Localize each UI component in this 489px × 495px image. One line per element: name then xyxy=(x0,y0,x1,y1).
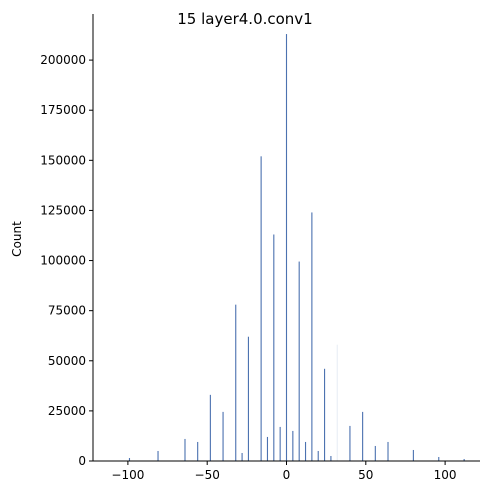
histogram-bar xyxy=(317,450,319,461)
histogram-bar xyxy=(184,438,186,461)
histogram-bar xyxy=(336,344,338,461)
y-tick-label: 25000 xyxy=(48,404,86,418)
y-tick-label: 0 xyxy=(78,454,86,468)
x-tick-label: 0 xyxy=(283,468,291,482)
histogram-bar xyxy=(247,336,249,461)
y-axis-label: Count xyxy=(10,221,24,257)
y-tick-label: 50000 xyxy=(48,354,86,368)
x-tick-label: −50 xyxy=(195,468,220,482)
bars-group xyxy=(128,34,465,462)
histogram-bar xyxy=(374,445,376,461)
x-tick-label: −100 xyxy=(111,468,144,482)
histogram-bar xyxy=(412,449,414,461)
histogram-bar xyxy=(311,212,313,461)
histogram-bar xyxy=(292,430,294,461)
histogram-bar xyxy=(349,425,351,461)
x-tick-label: 50 xyxy=(358,468,373,482)
histogram-bar xyxy=(362,411,364,461)
histogram-bar xyxy=(285,34,288,462)
y-tick-label: 75000 xyxy=(48,304,86,318)
x-axis-ticks: −100 −50 0 50 100 xyxy=(111,461,457,482)
histogram-bar xyxy=(463,458,465,461)
histogram-bar xyxy=(298,261,300,461)
histogram-bar xyxy=(324,368,326,461)
histogram-bar xyxy=(387,441,389,461)
histogram-bar xyxy=(197,441,199,461)
histogram-bar xyxy=(273,234,275,461)
y-tick-label: 100000 xyxy=(40,254,86,268)
histogram-bar xyxy=(438,456,440,461)
histogram-bar xyxy=(209,394,211,461)
y-tick-label: 150000 xyxy=(40,153,86,167)
y-tick-label: 125000 xyxy=(40,203,86,217)
y-tick-label: 175000 xyxy=(40,103,86,117)
histogram-bar xyxy=(266,436,269,461)
histogram-bar xyxy=(260,156,262,461)
x-tick-label: 100 xyxy=(434,468,457,482)
histogram-bar xyxy=(279,426,281,461)
histogram-bar xyxy=(330,455,332,461)
histogram-bar xyxy=(157,450,159,461)
histogram-bar xyxy=(235,304,237,461)
histogram-bar xyxy=(222,411,224,461)
chart-title: 15 layer4.0.conv1 xyxy=(177,10,312,28)
histogram-bar xyxy=(304,441,307,461)
y-tick-label: 200000 xyxy=(40,53,86,67)
histogram-bar xyxy=(128,457,131,461)
y-axis-ticks: 0 25000 50000 75000 100000 125000 150000 175000… xyxy=(40,53,93,468)
histogram-bar xyxy=(241,452,243,461)
